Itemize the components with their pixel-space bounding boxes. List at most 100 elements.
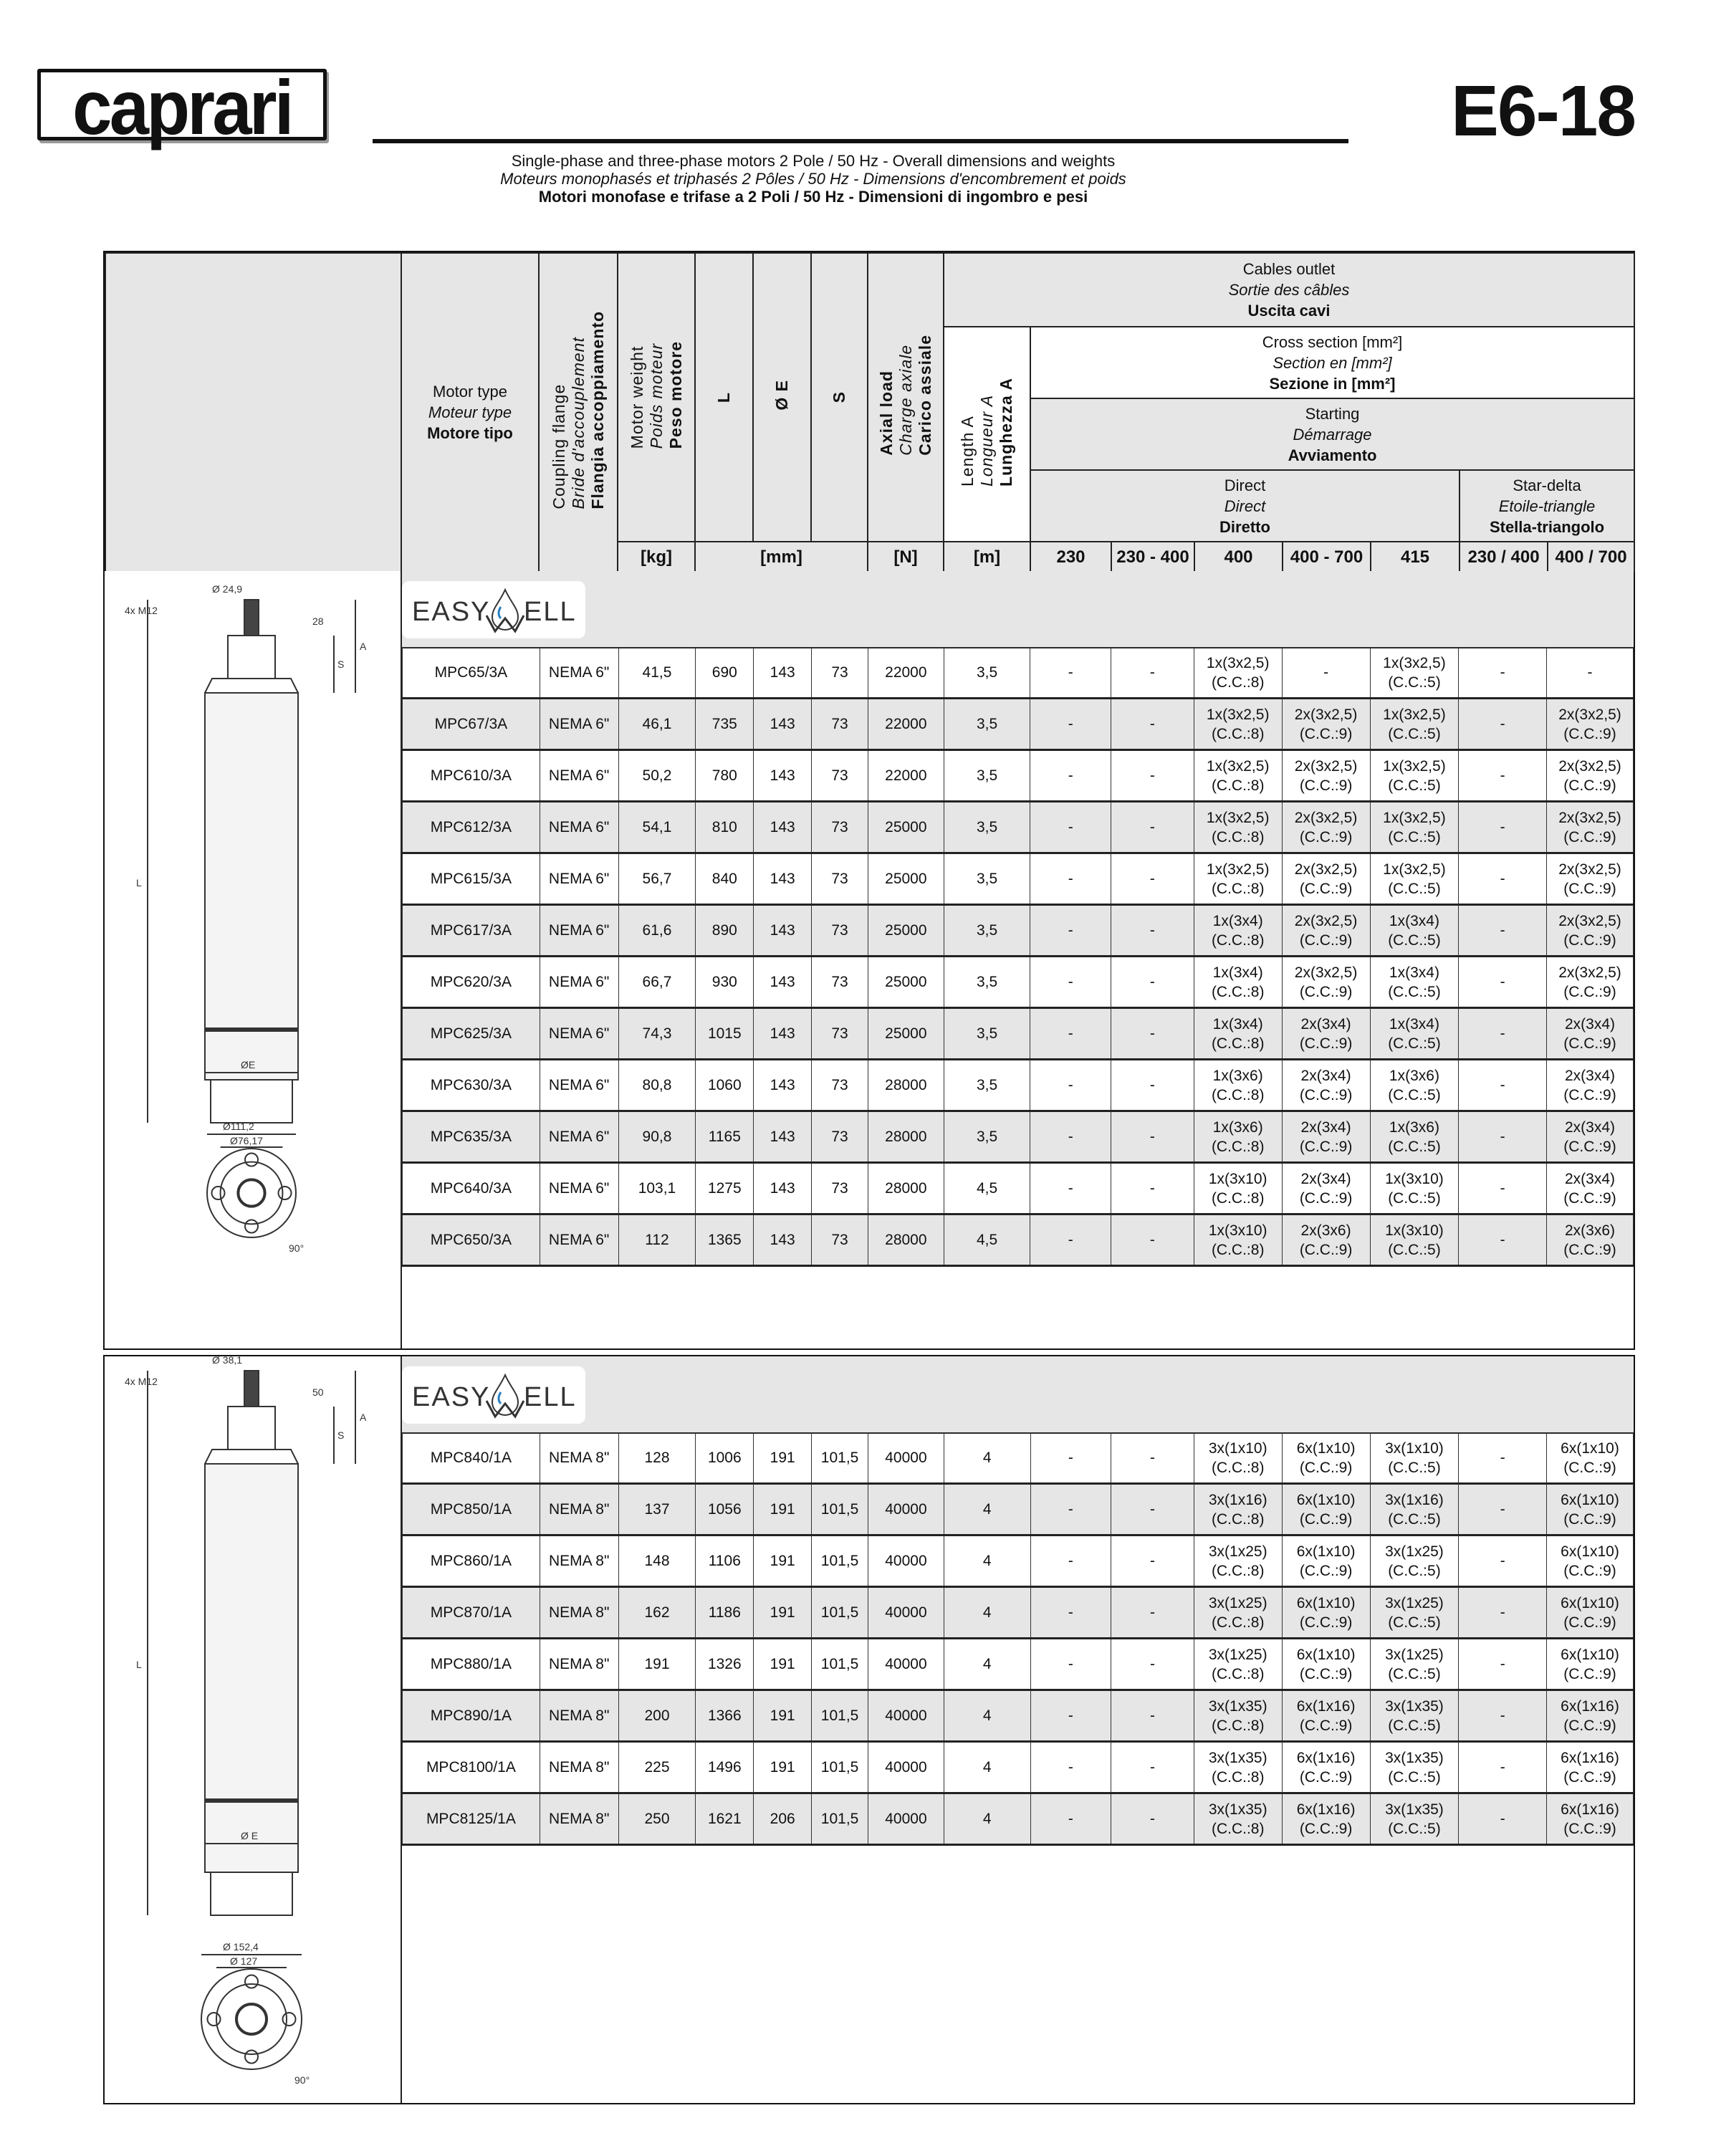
cell-S: 101,5 bbox=[811, 1586, 869, 1639]
cell-length-L: 810 bbox=[695, 801, 754, 853]
cell-weight: 128 bbox=[618, 1432, 696, 1484]
cell-cable-400-700: 2x(3x4) (C.C.:9) bbox=[1281, 1162, 1371, 1214]
cell-length-A: 3,5 bbox=[943, 647, 1031, 699]
motor-base bbox=[210, 1079, 293, 1123]
cell-cable-sd-230-400: - bbox=[1458, 1059, 1547, 1111]
cell-cable-sd-230-400: - bbox=[1458, 956, 1547, 1008]
cell-axial-load: 25000 bbox=[867, 956, 944, 1008]
cell-cable-230: - bbox=[1030, 1162, 1112, 1214]
cell-diameter-E: 143 bbox=[753, 1007, 813, 1060]
cell-length-L: 930 bbox=[695, 956, 754, 1008]
cell-cable-sd-400-700: 2x(3x4) (C.C.:9) bbox=[1545, 1007, 1634, 1060]
cell-cable-sd-400-700: 2x(3x2,5) (C.C.:9) bbox=[1545, 853, 1634, 905]
cell-motor-type: MPC635/3A bbox=[402, 1111, 540, 1163]
label-dim: 28 bbox=[312, 615, 324, 627]
cell-cable-230: - bbox=[1030, 956, 1112, 1008]
cell-coupling-flange: NEMA 6" bbox=[539, 1059, 619, 1111]
cell-length-L: 890 bbox=[695, 904, 754, 957]
voltage-415: 415 bbox=[1370, 541, 1460, 572]
cell-cable-400-700: 2x(3x2,5) (C.C.:9) bbox=[1281, 956, 1371, 1008]
cell-motor-type: MPC67/3A bbox=[402, 698, 540, 750]
label-dim: 50 bbox=[312, 1386, 324, 1398]
bottom-view-inner-circle bbox=[216, 1983, 287, 2055]
cell-cable-sd-400-700: 6x(1x16) (C.C.:9) bbox=[1546, 1690, 1634, 1742]
label-bolts: 4x M12 bbox=[125, 1376, 158, 1387]
table-row: MPC840/1A NEMA 8" 128 1006 191 101,5 40000 4- -3… bbox=[402, 1432, 1634, 1484]
cell-cable-415: 1x(3x6) (C.C.:5) bbox=[1369, 1111, 1460, 1163]
cell-length-L: 840 bbox=[695, 853, 754, 905]
cell-weight: 137 bbox=[618, 1483, 696, 1535]
cell-cable-sd-230-400: - bbox=[1458, 1690, 1547, 1742]
cell-cable-400: 3x(1x10) (C.C.:8) bbox=[1193, 1432, 1283, 1484]
label-en: Motor type bbox=[433, 383, 507, 401]
cell-length-A: 3,5 bbox=[943, 1007, 1031, 1060]
header-E: Ø E bbox=[752, 252, 812, 542]
water-drop-w-icon bbox=[485, 1373, 525, 1419]
label-inner-diameter: Ø76,17 bbox=[230, 1135, 263, 1146]
label-E: Ø E bbox=[241, 1830, 258, 1841]
cell-axial-load: 22000 bbox=[867, 647, 944, 699]
cell-diameter-E: 143 bbox=[753, 749, 813, 802]
motor-body bbox=[204, 692, 299, 1081]
voltage-400-700-star-delta: 400 / 700 bbox=[1546, 541, 1636, 572]
label-en: Starting bbox=[1305, 404, 1360, 423]
subtitle-it: Motori monofase e trifase a 2 Poli / 50 … bbox=[538, 188, 1088, 206]
cell-diameter-E: 191 bbox=[753, 1535, 813, 1587]
motor-flange bbox=[204, 1449, 299, 1465]
section-6inch-motors: Ø 24,9 4x M12 28 S A L ØE Ø111,2 Ø76,17 … bbox=[105, 571, 1634, 1348]
cell-S: 73 bbox=[811, 647, 868, 699]
cell-cable-400: 1x(3x2,5) (C.C.:8) bbox=[1193, 749, 1283, 802]
cell-length-A: 3,5 bbox=[943, 749, 1031, 802]
cell-cable-sd-230-400: - bbox=[1458, 1638, 1547, 1690]
cell-cable-sd-230-400: - bbox=[1458, 1483, 1547, 1535]
cell-S: 73 bbox=[811, 956, 868, 1008]
cell-cable-400-700: - bbox=[1281, 647, 1371, 699]
label-angle: 90° bbox=[289, 1242, 304, 1254]
bolt-hole bbox=[211, 1186, 226, 1200]
cell-S: 101,5 bbox=[811, 1638, 869, 1690]
cell-cable-230: - bbox=[1030, 1741, 1112, 1793]
label-S: S bbox=[337, 658, 344, 670]
cell-cable-sd-400-700: 6x(1x10) (C.C.:9) bbox=[1546, 1483, 1634, 1535]
cell-cable-400: 1x(3x2,5) (C.C.:8) bbox=[1193, 647, 1283, 699]
cell-cable-415: 1x(3x2,5) (C.C.:5) bbox=[1369, 801, 1460, 853]
cell-cable-230-400: - bbox=[1111, 904, 1194, 957]
header-coupling-flange: Coupling flange Bride d'accouplement Fla… bbox=[538, 252, 618, 572]
subtitle-fr: Moteurs monophasés et triphasés 2 Pôles … bbox=[500, 170, 1126, 188]
table-row: MPC625/3A NEMA 6" 74,3 1015 143 73 25000 3,5- -1… bbox=[402, 1007, 1634, 1060]
cell-cable-230: - bbox=[1030, 1214, 1112, 1266]
brand-text: caprari bbox=[72, 64, 294, 150]
cell-length-L: 735 bbox=[695, 698, 754, 750]
cell-motor-type: MPC615/3A bbox=[402, 853, 540, 905]
cell-cable-230-400: - bbox=[1111, 1690, 1194, 1742]
cell-cable-230: - bbox=[1030, 698, 1112, 750]
cell-length-A: 4 bbox=[943, 1586, 1031, 1639]
cell-cable-415: 3x(1x10) (C.C.:5) bbox=[1369, 1432, 1460, 1484]
cell-diameter-E: 143 bbox=[753, 1214, 813, 1266]
table-row: MPC620/3A NEMA 6" 66,7 930 143 73 25000 3,5- -1x… bbox=[402, 956, 1634, 1008]
cell-axial-load: 40000 bbox=[868, 1586, 944, 1639]
motor-head bbox=[227, 635, 276, 679]
cell-axial-load: 40000 bbox=[868, 1432, 944, 1484]
table-row: MPC870/1A NEMA 8" 162 1186 191 101,5 40000 4- -3… bbox=[402, 1586, 1634, 1639]
cell-cable-400-700: 6x(1x16) (C.C.:9) bbox=[1281, 1793, 1371, 1845]
cell-cable-400: 3x(1x35) (C.C.:8) bbox=[1193, 1793, 1283, 1845]
cell-coupling-flange: NEMA 8" bbox=[539, 1638, 619, 1690]
cell-cable-230-400: - bbox=[1111, 698, 1194, 750]
cell-motor-type: MPC890/1A bbox=[402, 1690, 540, 1742]
label-it: Flangia accoppiamento bbox=[588, 310, 607, 509]
cell-cable-400-700: 6x(1x10) (C.C.:9) bbox=[1281, 1432, 1371, 1484]
label-it: Carico assiale bbox=[915, 334, 934, 456]
label-E: ØE bbox=[241, 1059, 255, 1070]
label-fr: Démarrage bbox=[1293, 425, 1372, 444]
cell-cable-415: 3x(1x25) (C.C.:5) bbox=[1369, 1586, 1460, 1639]
voltage-230: 230 bbox=[1030, 541, 1112, 572]
table-header: Motor type Moteur type Motore tipo Coupl… bbox=[105, 252, 1636, 572]
cell-axial-load: 22000 bbox=[867, 749, 944, 802]
table-row: MPC67/3A NEMA 6" 46,1 735 143 73 22000 3,5- -1x(… bbox=[402, 698, 1634, 750]
cell-cable-400-700: 6x(1x10) (C.C.:9) bbox=[1281, 1535, 1371, 1587]
label-A: A bbox=[360, 1412, 367, 1423]
header-rule bbox=[373, 139, 1348, 143]
cell-cable-415: 3x(1x35) (C.C.:5) bbox=[1369, 1741, 1460, 1793]
vertical-label: L bbox=[714, 391, 733, 403]
